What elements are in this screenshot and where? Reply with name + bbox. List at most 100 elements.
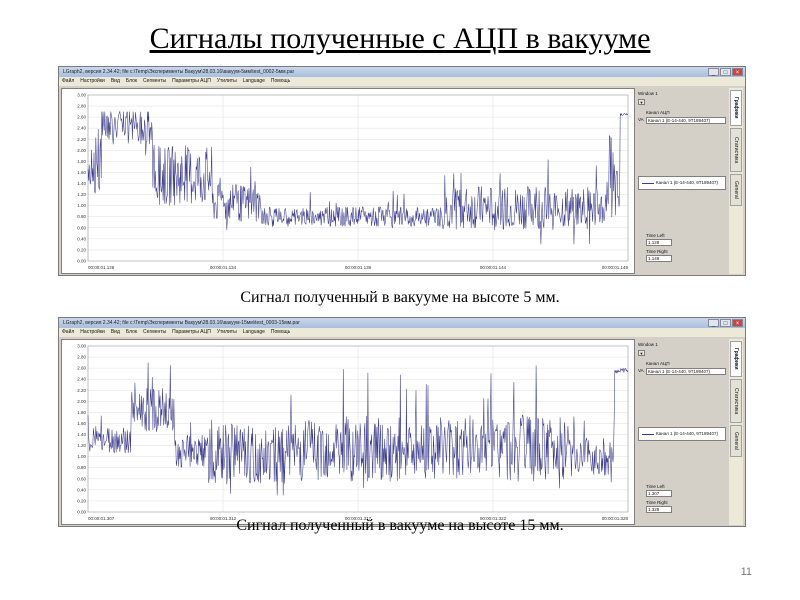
y-tick-label: 0.20 <box>77 498 86 503</box>
menu-block[interactable]: Блок <box>125 78 138 84</box>
time-left-field[interactable]: 1.128 <box>646 239 672 246</box>
time-left-label: Time Left <box>646 233 665 238</box>
tab-general[interactable]: General <box>730 174 742 206</box>
va-label: VA <box>638 368 644 373</box>
window-dropdown[interactable]: ▼ <box>638 99 645 105</box>
window-label: Window 1 <box>638 91 658 96</box>
tab-statistics[interactable]: Статистика <box>730 379 742 423</box>
menu-file[interactable]: Файл <box>62 329 75 335</box>
caption-15mm: Сигнал полученный в вакууме на высоте 15… <box>236 517 564 534</box>
menu-file[interactable]: Файл <box>62 78 75 84</box>
maximize-button[interactable]: □ <box>720 68 731 76</box>
y-tick-label: 2.60 <box>77 366 86 371</box>
y-tick-label: 0.60 <box>77 225 86 230</box>
y-tick-label: 0.00 <box>77 259 86 264</box>
time-right-field[interactable]: 1.328 <box>646 506 672 513</box>
y-tick-label: 1.60 <box>77 421 86 426</box>
y-tick-label: 0.00 <box>77 510 86 515</box>
menu-language[interactable]: Language <box>242 78 265 84</box>
tab-graphs[interactable]: Графики <box>730 341 742 377</box>
y-tick-label: 2.80 <box>77 104 86 109</box>
app-window-15mm: LGraph2, версия 2.34.42; file c:\Temp\Эк… <box>58 317 746 527</box>
menu-adc-params[interactable]: Параметры АЦП <box>172 78 211 84</box>
y-tick-label: 1.60 <box>77 170 86 175</box>
y-tick-label: 1.80 <box>77 410 86 415</box>
menu-adc-params[interactable]: Параметры АЦП <box>172 329 211 335</box>
x-tick-label: 00:00:01.317 <box>345 516 372 521</box>
menu-segments[interactable]: Сегменты <box>143 78 167 84</box>
menu-help[interactable]: Помощь <box>270 329 291 335</box>
y-tick-label: 1.20 <box>77 443 86 448</box>
window-label: Window 1 <box>638 342 658 347</box>
window-controls: _ □ × <box>708 68 743 76</box>
slide-title: Сигналы полученные с АЦП в вакууме <box>149 22 651 55</box>
y-tick-label: 2.20 <box>77 137 86 142</box>
time-left-label: Time Left <box>646 484 665 489</box>
y-tick-label: 2.60 <box>77 115 86 120</box>
x-tick-label: 00:00:01.312 <box>210 516 237 521</box>
window-title: LGraph2, версия 2.34.42; file c:\Temp\Эк… <box>59 67 745 77</box>
x-tick-label: 00:00:01.139 <box>345 265 372 270</box>
menu-settings[interactable]: Настройки <box>80 78 105 84</box>
minimize-button[interactable]: _ <box>708 68 719 76</box>
menu-utilities[interactable]: Утилиты <box>216 78 237 84</box>
time-right-label: Time Right <box>646 500 668 505</box>
legend-text: Канал 1 (Е-14-440, 9Т189407) <box>656 431 719 436</box>
time-right-field[interactable]: 1.149 <box>646 255 672 262</box>
window-title: LGraph2, версия 2.34.42; file c:\Temp\Эк… <box>59 318 745 328</box>
x-tick-label: 00:00:01.322 <box>480 516 507 521</box>
signal-chart[interactable]: 3.00 2.80 2.60 2.40 2.20 2.00 1.80 1.60 1.40 1.20… <box>61 339 635 525</box>
x-tick-label: 00:00:01.307 <box>88 516 115 521</box>
legend-line <box>642 183 654 184</box>
menu-view[interactable]: Вид <box>110 329 120 335</box>
y-tick-label: 0.20 <box>77 247 86 252</box>
chart-svg: 3.00 2.80 2.60 2.40 2.20 2.00 1.80 1.60 1.40 1.20… <box>77 344 629 522</box>
time-left-field[interactable]: 1.307 <box>646 490 672 497</box>
vertical-tabs: Графики Статистика General <box>729 88 743 274</box>
chart-svg: 3.00 2.80 2.60 2.40 2.20 2.00 1.80 1.60 1.40 1.20… <box>77 93 629 271</box>
legend-box: Канал 1 (Е-14-440, 9Т189407) <box>638 427 726 441</box>
y-tick-label: 3.00 <box>77 344 86 349</box>
tab-graphs[interactable]: Графики <box>730 90 742 126</box>
channel-field[interactable]: Канал 1 (Е-14-440, 9Т189407) <box>646 117 726 124</box>
menu-language[interactable]: Language <box>242 329 265 335</box>
x-tick-label: 00:00:01.128 <box>88 265 115 270</box>
signal-line <box>87 110 629 245</box>
minimize-button[interactable]: _ <box>708 319 719 327</box>
y-tick-label: 0.40 <box>77 236 86 241</box>
channel-field[interactable]: Канал 1 (Е-14-440, 9Т189407) <box>646 368 726 375</box>
menu-help[interactable]: Помощь <box>270 78 291 84</box>
plot-frame <box>87 94 629 262</box>
x-tick-label: 00:00:01.149 <box>602 265 629 270</box>
channel-label: Канал АЦП <box>646 110 670 115</box>
side-panel: Window 1 ▼ Канал АЦП Канал 1 (Е-14-440, … <box>636 339 728 525</box>
y-tick-label: 1.40 <box>77 432 86 437</box>
menu-settings[interactable]: Настройки <box>80 329 105 335</box>
y-tick-label: 1.00 <box>77 454 86 459</box>
maximize-button[interactable]: □ <box>720 319 731 327</box>
legend-box: Канал 1 (Е-14-440, 9Т189407) <box>638 176 726 190</box>
tab-statistics[interactable]: Статистика <box>730 128 742 172</box>
y-tick-label: 3.00 <box>77 93 86 98</box>
menu-bar: Файл Настройки Вид Блок Сегменты Парамет… <box>59 77 745 86</box>
close-button[interactable]: × <box>732 68 743 76</box>
legend-text: Канал 1 (Е-14-440, 9Т189407) <box>656 180 719 185</box>
y-tick-label: 0.80 <box>77 214 86 219</box>
menu-utilities[interactable]: Утилиты <box>216 329 237 335</box>
y-tick-label: 2.00 <box>77 148 86 153</box>
window-dropdown[interactable]: ▼ <box>638 350 645 356</box>
caption-5mm: Сигнал полученный в вакууме на высоте 5 … <box>240 289 560 306</box>
tab-general[interactable]: General <box>730 425 742 457</box>
y-tick-label: 2.00 <box>77 399 86 404</box>
plot-frame <box>87 345 629 513</box>
menu-view[interactable]: Вид <box>110 78 120 84</box>
menu-segments[interactable]: Сегменты <box>143 329 167 335</box>
y-tick-label: 1.40 <box>77 181 86 186</box>
close-button[interactable]: × <box>732 319 743 327</box>
menu-block[interactable]: Блок <box>125 329 138 335</box>
app-window-5mm: LGraph2, версия 2.34.42; file c:\Temp\Эк… <box>58 66 746 276</box>
window-controls: _ □ × <box>708 319 743 327</box>
y-tick-label: 2.80 <box>77 355 86 360</box>
signal-line <box>87 362 629 496</box>
signal-chart[interactable]: 3.00 2.80 2.60 2.40 2.20 2.00 1.80 1.60 1.40 1.20… <box>61 88 635 274</box>
